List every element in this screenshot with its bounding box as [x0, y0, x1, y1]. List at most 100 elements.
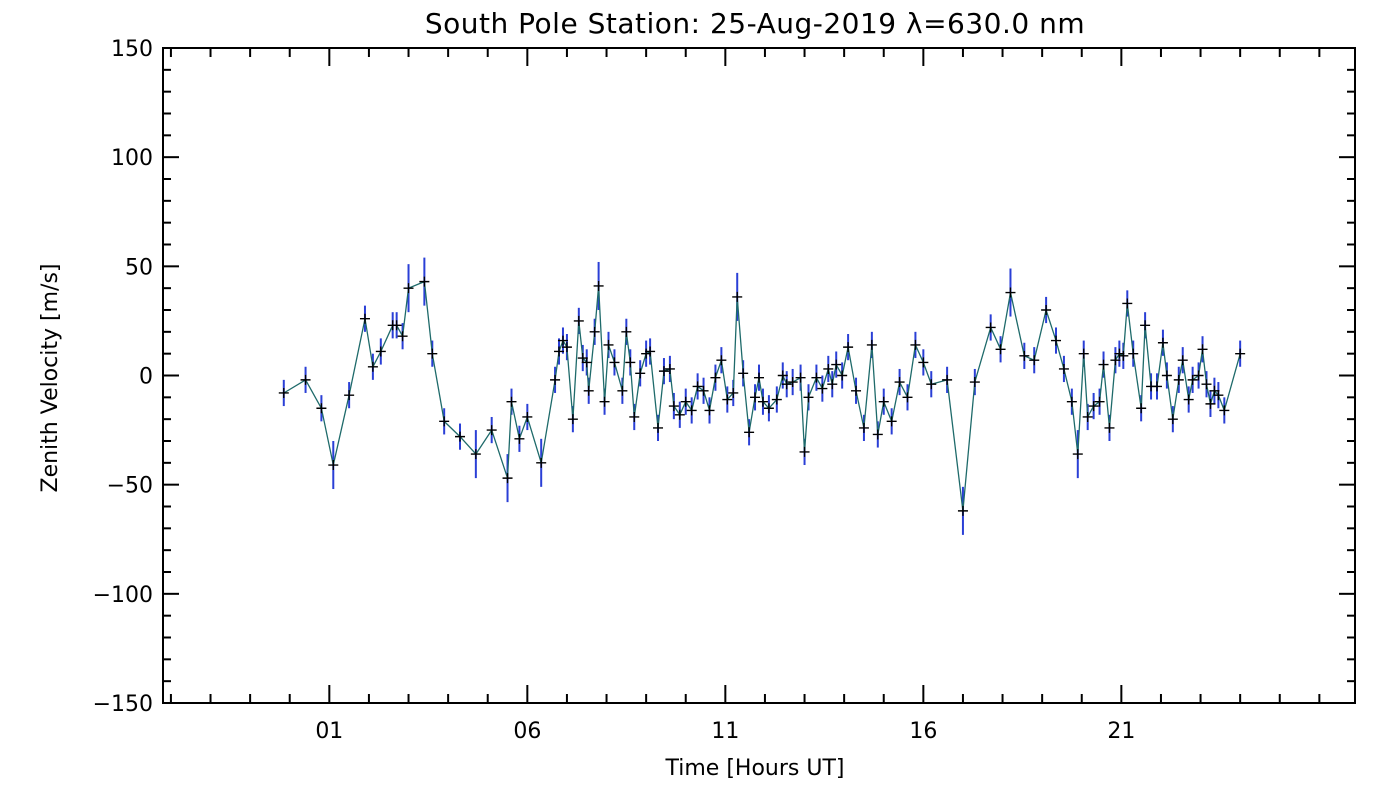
data-point	[1161, 370, 1172, 381]
data-point	[391, 320, 402, 331]
data-point	[583, 385, 594, 396]
data-point	[817, 383, 828, 394]
data-point	[506, 396, 517, 407]
data-point	[1219, 405, 1230, 416]
data-point	[375, 346, 386, 357]
data-point	[573, 315, 584, 326]
data-point	[1041, 305, 1052, 315]
data-point	[1167, 414, 1178, 425]
y-tick-label: 50	[125, 255, 153, 280]
data-point	[536, 457, 547, 468]
data-point	[1019, 350, 1030, 361]
data-point	[1157, 337, 1168, 348]
data-point	[704, 405, 715, 416]
data-point	[1066, 396, 1077, 407]
data-point	[811, 372, 822, 383]
data-point	[757, 396, 768, 407]
y-tick-label: 150	[111, 37, 153, 62]
data-point	[1197, 344, 1208, 355]
data-point	[1235, 348, 1246, 359]
data-point	[514, 433, 525, 444]
data-point	[851, 385, 862, 396]
data-point	[439, 416, 450, 427]
data-point	[599, 396, 610, 407]
data-point	[1128, 348, 1139, 359]
data-point	[502, 473, 513, 484]
data-point	[674, 409, 685, 420]
data-markers	[278, 276, 1246, 516]
data-point	[658, 366, 669, 377]
data-point	[486, 425, 497, 436]
data-point	[589, 326, 600, 337]
data-point	[787, 377, 798, 388]
data-point	[754, 372, 764, 383]
data-point	[1078, 348, 1089, 359]
data-point	[910, 339, 921, 350]
series-line	[283, 280, 1241, 511]
data-point	[872, 429, 883, 440]
data-point	[645, 346, 656, 357]
data-point	[561, 342, 572, 353]
data-point	[686, 405, 697, 416]
y-axis: 150 100 50 0 −50 −100 −150	[93, 37, 1355, 717]
data-point	[732, 291, 743, 302]
data-point	[609, 357, 620, 368]
data-point	[894, 377, 905, 388]
data-point	[1201, 379, 1212, 390]
y-tick-label: 0	[139, 365, 153, 390]
data-point	[969, 377, 980, 388]
y-tick-label: 100	[111, 146, 153, 171]
data-point	[427, 348, 438, 359]
data-point	[1072, 449, 1083, 460]
data-point	[1122, 298, 1133, 309]
data-point	[567, 414, 578, 425]
x-tick-label: 21	[1107, 719, 1135, 744]
data-point	[866, 339, 877, 350]
data-point	[1005, 287, 1016, 298]
y-axis-label: Zenith Velocity [m/s]	[38, 264, 63, 493]
data-point	[843, 342, 854, 353]
data-point	[1140, 320, 1151, 331]
data-point	[522, 411, 533, 422]
data-point	[858, 422, 869, 433]
data-point	[455, 431, 466, 442]
data-point	[629, 411, 640, 422]
data-point	[886, 416, 897, 427]
data-point	[470, 449, 481, 460]
data-point	[1058, 363, 1069, 374]
data-point	[1098, 359, 1109, 370]
data-point	[823, 363, 834, 374]
data-point	[878, 396, 889, 407]
x-tick-label: 16	[909, 719, 937, 744]
data-point	[750, 392, 761, 403]
data-point	[1118, 350, 1129, 361]
y-tick-label: −150	[93, 692, 153, 717]
x-tick-label: 11	[711, 719, 739, 744]
data-point	[397, 331, 408, 342]
data-point	[680, 396, 691, 407]
data-point	[1193, 370, 1204, 381]
data-point	[795, 372, 806, 383]
data-point	[744, 427, 755, 438]
data-point	[1104, 422, 1115, 433]
x-tick-label: 01	[315, 719, 343, 744]
data-point	[1082, 411, 1093, 422]
data-point	[1110, 355, 1121, 366]
data-point	[316, 403, 327, 414]
data-point	[771, 394, 782, 405]
data-point	[738, 368, 749, 379]
data-point	[918, 357, 929, 368]
data-point	[716, 355, 727, 366]
data-point	[1173, 374, 1184, 385]
data-point	[554, 346, 565, 357]
y-tick-label: −50	[107, 474, 153, 499]
data-point	[581, 357, 592, 368]
data-point	[1088, 401, 1099, 412]
data-point	[692, 381, 703, 392]
data-point	[902, 392, 913, 403]
data-point	[1094, 396, 1105, 407]
data-point	[1187, 374, 1198, 385]
data-point	[593, 280, 604, 291]
data-point	[803, 392, 814, 403]
